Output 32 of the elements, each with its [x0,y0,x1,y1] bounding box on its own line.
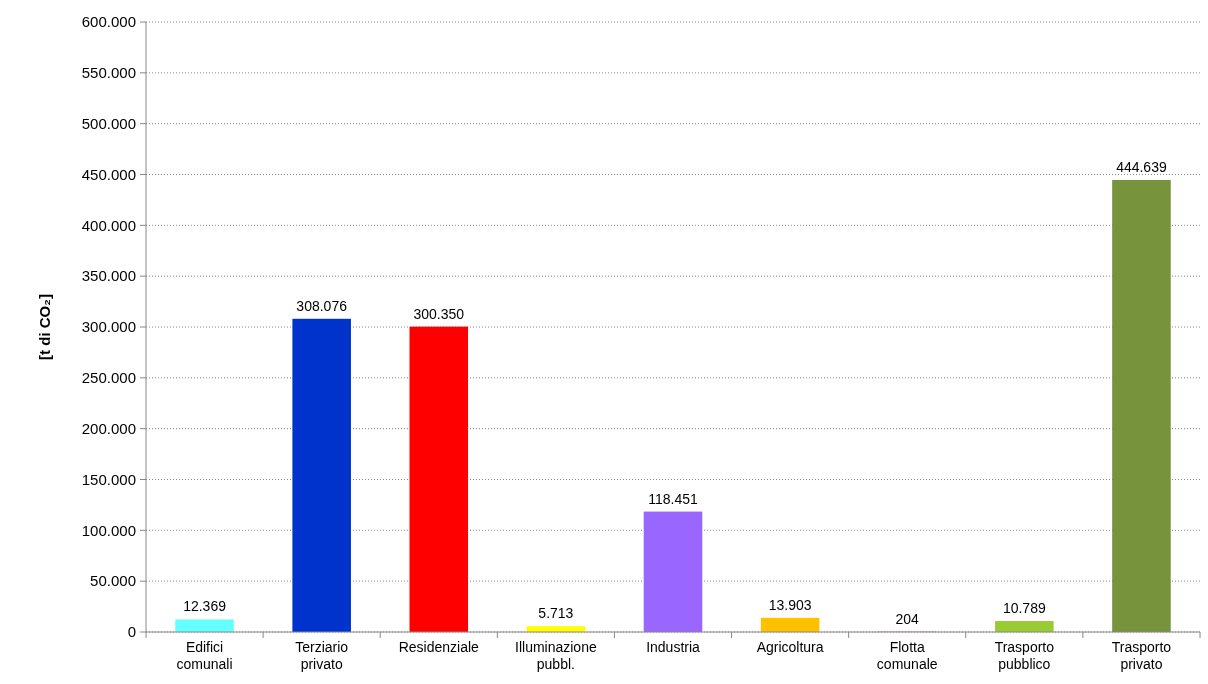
y-tick-label: 350.000 [81,267,136,285]
y-tick-label: 600.000 [81,13,136,31]
y-tick-label: 0 [127,623,136,641]
y-tick-label: 400.000 [81,216,136,234]
data-label: 118.451 [648,490,698,507]
y-tick-label: 100.000 [81,521,136,539]
x-tick-label: Edifici comunali [176,639,233,672]
x-tick-label: Agricoltura [756,639,824,655]
y-tick-label: 300.000 [81,318,136,336]
x-tick-label: Trasporto privato [1111,639,1172,672]
x-tick-label: Trasporto pubblico [994,639,1055,672]
y-tick-label: 250.000 [81,369,136,387]
y-tick-label: 550.000 [81,64,136,82]
y-tick-label: 50.000 [90,572,136,590]
x-tick-label: Illuminazione pubbl. [515,639,597,672]
x-tick-label: Terziario privato [295,639,349,672]
data-label: 12.369 [183,598,227,615]
data-label: 13.903 [768,596,812,613]
y-tick-label: 200.000 [81,419,136,437]
data-label: 10.789 [1002,600,1046,617]
data-label: 444.639 [1116,158,1167,175]
y-tick-label: 450.000 [81,165,136,183]
y-tick-label: 150.000 [81,470,136,488]
data-label: 300.350 [413,305,465,322]
y-axis-title: [t di CO₂] [36,294,53,360]
data-label: 204 [895,610,920,627]
data-label: 5.713 [538,605,574,622]
x-tick-label: Industria [646,639,701,655]
x-tick-label: Flotta comunale [876,639,938,672]
data-label: 308.076 [296,297,348,314]
x-tick-label: Residenziale [398,639,480,655]
y-tick-label: 500.000 [81,114,136,132]
